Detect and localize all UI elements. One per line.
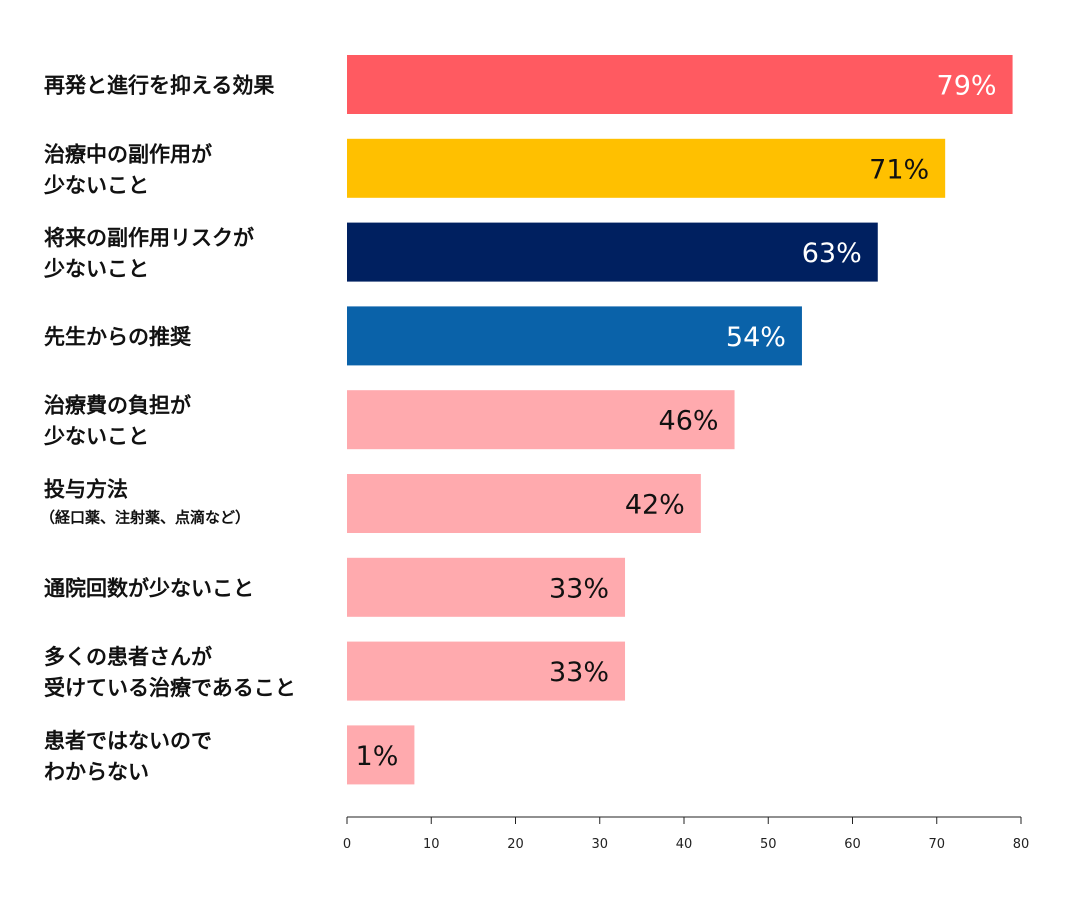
bar-3 (347, 222, 878, 282)
category-label-line: 受けている治療であること (44, 676, 296, 700)
category-label-line: わからない (44, 760, 149, 784)
category-label-line: 少ないこと (43, 173, 149, 197)
x-tick-label-0: 0 (343, 837, 351, 852)
x-tick-label-70: 70 (928, 837, 945, 852)
x-tick-label-80: 80 (1013, 837, 1030, 852)
category-label-line: 治療中の副作用が (44, 142, 212, 166)
bar-4 (347, 306, 802, 366)
value-label-7: 33% (549, 573, 609, 604)
bar-6 (347, 474, 701, 533)
category-labels: 再発と進行を抑える効果治療中の副作用が少ないこと将来の副作用リスクが少ないこと先… (40, 74, 296, 784)
value-label-6: 42% (625, 490, 685, 521)
category-label-line: 治療費の負担が (44, 394, 191, 418)
value-label-9: 1% (356, 741, 399, 772)
category-label-line: 通院回数が少ないこと (44, 576, 254, 600)
category-label-1: 再発と進行を抑える効果 (44, 74, 274, 98)
category-label-line: 少ないこと (43, 425, 149, 449)
x-tick-label-50: 50 (760, 837, 777, 852)
bar-8 (347, 641, 626, 701)
bar-7 (347, 557, 626, 617)
category-label-line: 先生からの推奨 (44, 325, 192, 349)
value-label-8: 33% (549, 657, 609, 688)
value-label-4: 54% (726, 322, 786, 353)
x-tick-label-60: 60 (844, 837, 861, 852)
category-label-line: 少ないこと (43, 257, 149, 281)
value-label-2: 71% (869, 154, 929, 185)
category-label-line: 多くの患者さんが (44, 645, 212, 669)
bars (347, 55, 1013, 785)
bar-9 (347, 725, 415, 785)
category-label-7: 通院回数が少ないこと (44, 576, 254, 600)
x-axis: 0 10 20 30 40 50 60 70 80 (343, 816, 1030, 852)
category-label-line: 患者ではないので (44, 729, 212, 753)
bar-1 (347, 55, 1013, 114)
x-tick-label-10: 10 (423, 837, 440, 852)
category-label-6: 投与方法 （経口薬、注射薬、点滴など） (40, 478, 250, 527)
bar-2 (347, 138, 946, 198)
category-label-line: 再発と進行を抑える効果 (44, 74, 274, 98)
category-label-line: 将来の副作用リスクが (44, 226, 254, 250)
category-label-line: 投与方法 (44, 478, 128, 502)
category-label-4: 先生からの推奨 (44, 325, 192, 349)
category-label-line: （経口薬、注射薬、点滴など） (40, 509, 250, 527)
x-tick-label-40: 40 (676, 837, 693, 852)
value-labels: 79% 71% 63% 54% 46% 42% 33% 33% 1% (356, 71, 997, 772)
x-tick-label-30: 30 (591, 837, 608, 852)
value-label-5: 46% (659, 406, 719, 437)
value-label-1: 79% (937, 71, 997, 102)
bar-5 (347, 390, 735, 450)
value-label-3: 63% (802, 238, 862, 269)
x-tick-label-20: 20 (507, 837, 524, 852)
